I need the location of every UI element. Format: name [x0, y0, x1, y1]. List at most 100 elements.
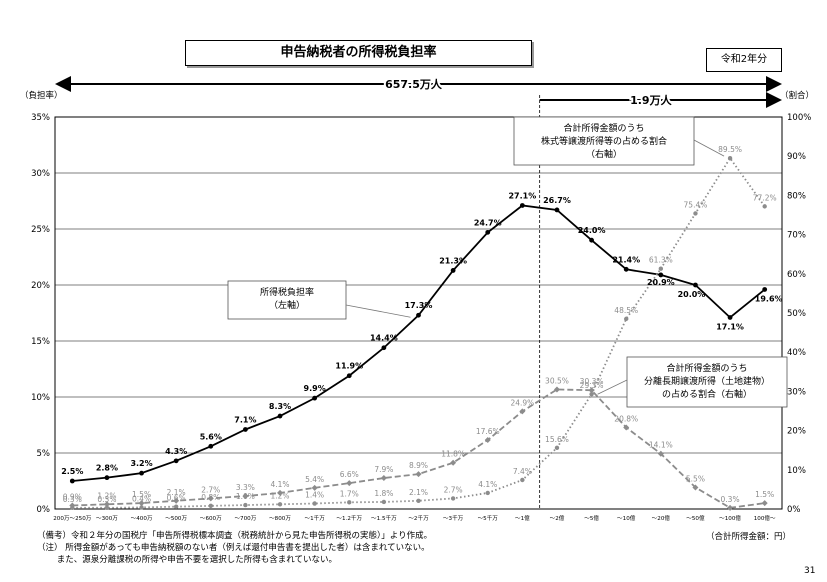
data-point — [693, 282, 698, 288]
data-point — [623, 266, 629, 272]
data-label: 0.9% — [63, 492, 82, 501]
category-label: ～800万 — [269, 515, 291, 522]
high-range-label: 1.9万人 — [630, 93, 672, 107]
data-point — [485, 490, 490, 496]
data-point — [658, 266, 664, 271]
data-point — [277, 489, 284, 496]
category-label: ～1.2千万 — [336, 514, 362, 522]
data-point — [519, 203, 525, 208]
category-label: ～3千万 — [443, 514, 464, 522]
data-label: 2.5% — [61, 467, 83, 476]
right-tick-label: 10% — [787, 466, 806, 476]
data-point — [450, 459, 457, 466]
category-label: ～2億 — [550, 514, 565, 522]
data-point — [692, 484, 699, 491]
data-label: 0.8% — [201, 493, 220, 502]
right-tick-label: 0% — [787, 505, 801, 515]
left-tick-label: 20% — [31, 281, 50, 291]
category-label: ～2千万 — [408, 514, 429, 522]
data-point — [243, 502, 248, 508]
right-tick-label: 100% — [787, 113, 811, 123]
stock-callout-box — [513, 116, 695, 166]
data-point — [346, 480, 353, 487]
data-label: 3.3% — [236, 483, 255, 492]
data-point — [727, 155, 733, 161]
data-point — [761, 500, 768, 507]
left-axis-title: （負担率） — [20, 90, 63, 101]
category-label: 100億～ — [754, 514, 776, 522]
burden-callout-leader — [345, 304, 411, 318]
note-caveat: （注） 所得金額があっても申告納税額のない者（例えば還付申告書を提出した者）は含… — [37, 543, 430, 553]
burden-callout-box — [227, 280, 347, 320]
category-label: ～5億 — [584, 514, 599, 522]
plot-area — [54, 116, 783, 510]
data-label: 15.6% — [545, 435, 569, 444]
data-label: 30.3% — [580, 377, 604, 386]
data-point — [208, 503, 213, 509]
right-tick-label: 40% — [787, 348, 806, 358]
category-label: ～1.5千万 — [371, 514, 397, 522]
data-label: 21.4% — [612, 255, 640, 264]
data-label: 2.1% — [167, 488, 186, 497]
data-label: 19.6% — [755, 294, 783, 303]
data-point — [208, 443, 214, 449]
left-tick-label: 25% — [31, 225, 50, 235]
right-tick-label: 70% — [787, 231, 806, 241]
data-label: 0.4% — [132, 494, 151, 503]
data-label: 61.3% — [649, 256, 673, 265]
data-point — [623, 424, 630, 431]
data-label: 14.1% — [649, 441, 673, 450]
data-label: 6.6% — [340, 470, 359, 479]
data-point — [727, 315, 733, 320]
category-label: ～700万 — [234, 515, 256, 522]
chart-title: 申告納税者の所得税負担率 — [185, 40, 532, 66]
left-tick-label: 30% — [31, 169, 50, 179]
burden-callout-text: 所得税負担率 — [260, 286, 314, 298]
data-label: 5.5% — [686, 474, 705, 483]
category-label: ～100億 — [719, 514, 741, 522]
land-callout-leader — [597, 379, 628, 395]
data-point — [138, 500, 145, 507]
data-point — [104, 505, 110, 511]
data-label: 20.0% — [678, 290, 706, 299]
data-point — [380, 475, 387, 482]
right-tick-label: 80% — [787, 191, 806, 201]
data-label: 0.6% — [167, 494, 186, 503]
page-number: 31 — [804, 566, 816, 576]
data-label: 1.5% — [755, 490, 774, 499]
data-point — [173, 504, 179, 509]
data-label: 1.7% — [340, 489, 359, 498]
data-label: 5.6% — [200, 432, 222, 441]
category-label: ～300万 — [96, 515, 118, 522]
data-point — [104, 475, 110, 481]
category-label: ～500万 — [165, 515, 187, 522]
data-point — [311, 484, 318, 491]
data-label: 75.4% — [684, 200, 708, 209]
year-label: 令和2年分 — [706, 48, 782, 72]
series-line-0 — [72, 204, 766, 482]
data-label: 14.4% — [370, 334, 398, 343]
left-tick-label: 0% — [37, 505, 51, 515]
data-label: 11.9% — [335, 362, 363, 371]
land-callout-box — [626, 356, 788, 408]
data-label: 1.0% — [236, 492, 255, 501]
data-point — [519, 408, 526, 415]
data-label: 11.8% — [441, 450, 465, 459]
stock-callout-text: 合計所得金額のうち — [563, 122, 644, 134]
data-label: 4.1% — [270, 480, 289, 489]
data-point — [727, 504, 734, 511]
data-point — [277, 413, 283, 419]
data-point — [347, 500, 352, 505]
data-label: 29.3% — [580, 381, 604, 390]
data-label: 2.1% — [409, 488, 428, 497]
left-tick-label: 5% — [37, 449, 51, 459]
note-source: （備考）令和２年分の国税庁「申告所得税標本調査（税務統計から見た申告所得税の実態… — [37, 531, 433, 541]
data-point — [242, 493, 249, 500]
data-point — [485, 229, 491, 235]
data-label: 17.6% — [476, 427, 500, 436]
category-label: ～1千万 — [304, 514, 325, 522]
total-range-label: 657.5万人 — [385, 77, 443, 91]
data-label: 7.1% — [234, 415, 256, 424]
land-callout-text: 合計所得金額のうち — [666, 362, 747, 374]
data-point — [762, 287, 768, 292]
